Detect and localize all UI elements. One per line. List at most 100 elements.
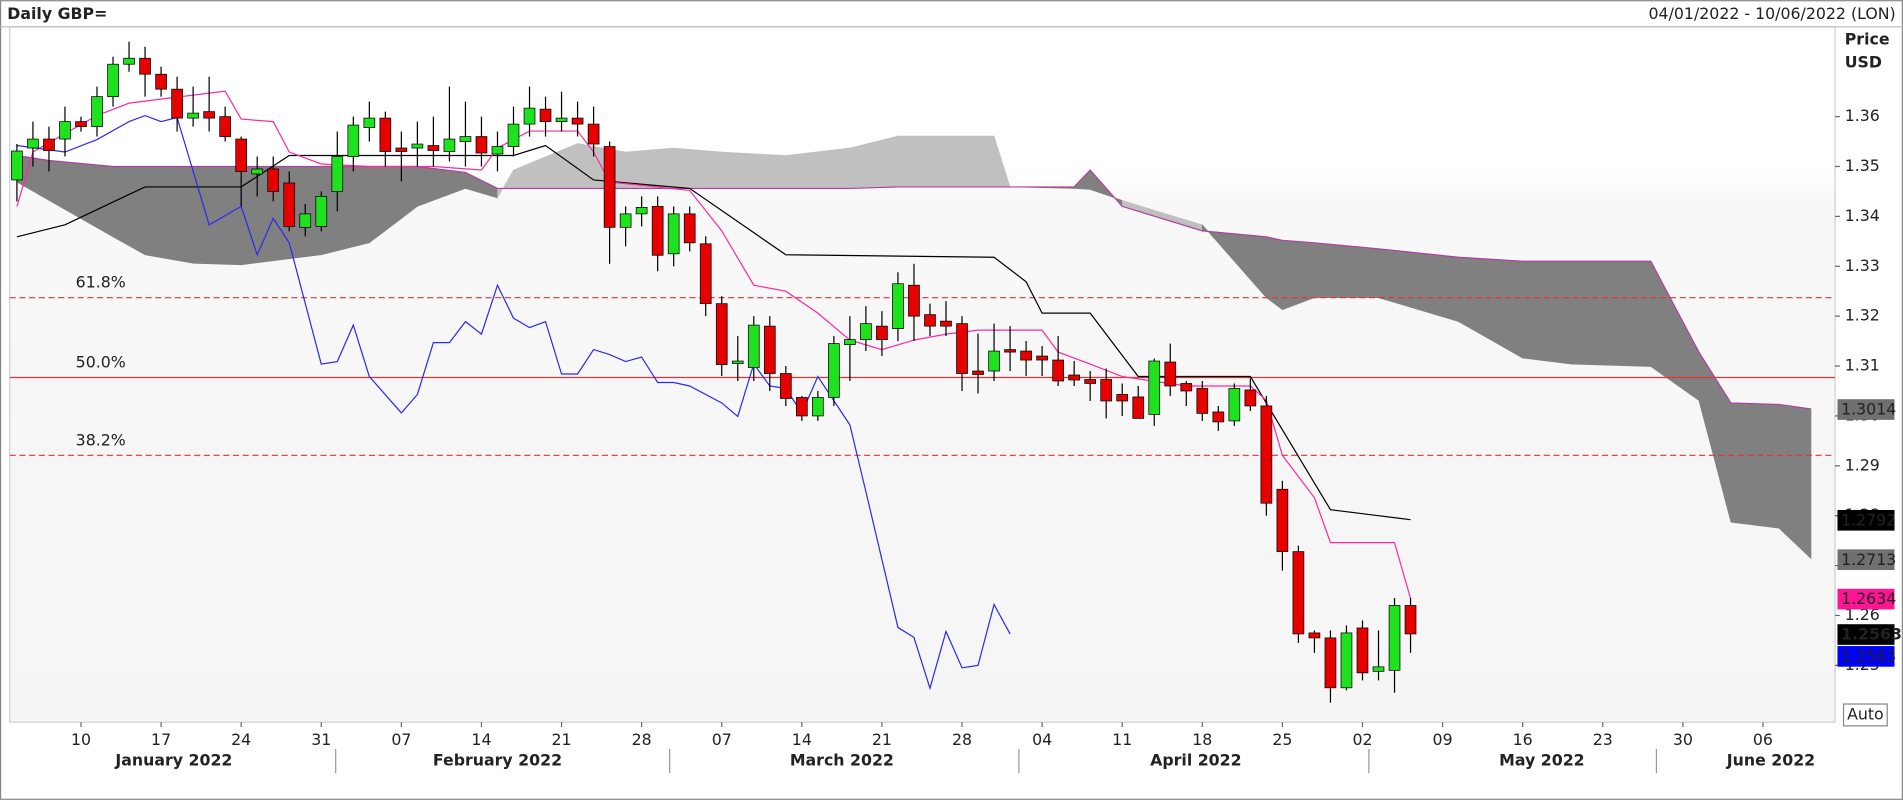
candle-body [91, 96, 103, 127]
candle-body [731, 360, 744, 364]
price-label: 1.2713 [1841, 550, 1896, 569]
candle-body [187, 112, 199, 119]
candle-body [812, 397, 824, 417]
cloud-segment [144, 166, 194, 264]
x-tick-label: 24 [231, 730, 251, 749]
candle-body [1228, 388, 1241, 422]
candle-body [171, 88, 183, 119]
candle-body [283, 182, 296, 227]
x-tick-label: 21 [872, 730, 892, 749]
x-tick-label: 14 [471, 730, 491, 749]
candle-body [427, 145, 440, 151]
y-label: Price [1845, 30, 1890, 49]
candle-body [1388, 605, 1401, 671]
y-tick-label: 1.32 [1845, 306, 1880, 325]
price-label: 1.2563 [1841, 625, 1902, 644]
month-label: February 2022 [433, 751, 562, 770]
candle-body [219, 116, 231, 137]
candle-body [1020, 350, 1032, 361]
cloud-segment [1522, 260, 1572, 365]
scale-button[interactable] [1842, 703, 1888, 727]
candle-body [331, 156, 344, 192]
candle-body [603, 146, 616, 228]
level-label: 50.0% [76, 352, 126, 371]
y-tick-label: 1.35 [1845, 156, 1880, 175]
candle-body [908, 284, 920, 317]
price-label-box [1837, 588, 1895, 610]
candle-body [1356, 627, 1369, 674]
candle-body [43, 138, 55, 151]
candle-body [651, 206, 664, 256]
candle-body [1100, 379, 1113, 402]
candle-body [155, 73, 167, 90]
candle-body [1324, 637, 1337, 689]
x-tick-label: 31 [311, 730, 331, 749]
month-label: March 2022 [790, 751, 894, 770]
scale-button-label[interactable]: Auto [1847, 704, 1884, 723]
cloud-segment [673, 147, 723, 189]
candle-body [747, 324, 760, 368]
x-tick-label: 14 [792, 730, 812, 749]
x-tick-label: 11 [1112, 730, 1132, 749]
price-label-box [1837, 549, 1895, 571]
candle-body [27, 138, 39, 149]
cloud-segment [1266, 236, 1283, 311]
plot [9, 41, 1836, 703]
candle-body [1180, 383, 1193, 392]
x-tick-label: 18 [1192, 730, 1212, 749]
x-tick-label: 06 [1753, 730, 1773, 749]
candle-body [59, 121, 71, 140]
x-tick-label: 25 [1272, 730, 1292, 749]
candle-body [956, 323, 968, 374]
candle-body [1340, 632, 1353, 689]
cloud-segment [785, 147, 851, 189]
candle-body [139, 57, 151, 75]
cloud-segment [897, 135, 995, 188]
cloud-segment [1314, 242, 1379, 298]
candle-body [459, 136, 472, 142]
candle-body [699, 243, 712, 305]
chart-title: Daily GBP= [7, 4, 107, 23]
candle-body [411, 143, 424, 149]
candle-body [844, 339, 856, 345]
candle-body [1292, 551, 1305, 635]
month-label: January 2022 [114, 751, 232, 770]
candle-body [587, 123, 600, 145]
x-tick-label: 23 [1593, 730, 1613, 749]
candle-body [539, 108, 552, 122]
candle-body [1212, 411, 1225, 423]
candle-body [235, 138, 248, 172]
price-label: 1.2634 [1841, 589, 1896, 608]
cloud-segment [1730, 402, 1780, 529]
level-label: 61.8% [76, 273, 126, 292]
indicator-line [16, 144, 1411, 521]
candle-body [523, 107, 536, 125]
candle-body [363, 117, 376, 128]
x-tick-label: 28 [632, 730, 652, 749]
candle-body [619, 213, 632, 228]
cloud-segment [1282, 239, 1315, 311]
candle-body [988, 350, 1000, 372]
indicator-line [16, 114, 1011, 691]
candle-body [940, 320, 952, 327]
y-tick-label: 1.26 [1845, 605, 1880, 624]
candle-body [123, 57, 135, 65]
candle-body [251, 168, 264, 175]
x-tick-label: 04 [1032, 730, 1052, 749]
candle-body [203, 111, 215, 119]
indicator-line [16, 90, 1412, 599]
y-unit: USD [1845, 53, 1882, 72]
candle-body [571, 117, 584, 125]
price-label-box [1837, 646, 1895, 667]
x-tick-label: 02 [1352, 730, 1372, 749]
month-label: May 2022 [1499, 751, 1585, 770]
candle-body [299, 213, 312, 228]
candle-body [779, 373, 792, 399]
plot-area [9, 26, 1836, 723]
candle-body [1372, 666, 1385, 672]
candle-body [107, 63, 119, 98]
price-label-box [1837, 509, 1895, 531]
x-tick-label: 16 [1513, 730, 1533, 749]
